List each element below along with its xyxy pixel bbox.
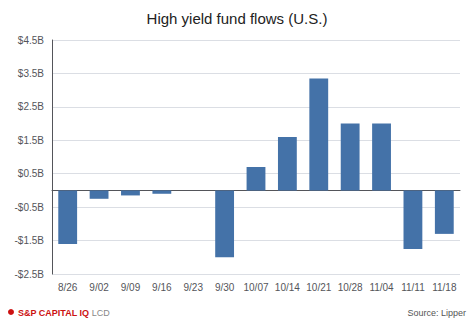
svg-text:9/16: 9/16 — [152, 282, 172, 293]
svg-text:$3.5B: $3.5B — [18, 68, 44, 79]
svg-text:S&P CAPITAL IQ: S&P CAPITAL IQ — [18, 308, 89, 318]
svg-text:11/18: 11/18 — [432, 282, 457, 293]
svg-text:9/09: 9/09 — [121, 282, 141, 293]
svg-text:9/30: 9/30 — [215, 282, 235, 293]
svg-text:-$0.5B: -$0.5B — [15, 202, 45, 213]
svg-text:$2.5B: $2.5B — [18, 101, 44, 112]
svg-text:10/07: 10/07 — [243, 282, 268, 293]
svg-text:9/02: 9/02 — [89, 282, 109, 293]
svg-text:9/23: 9/23 — [183, 282, 203, 293]
svg-text:-$1.5B: -$1.5B — [15, 235, 45, 246]
svg-text:$4.5B: $4.5B — [18, 35, 44, 46]
svg-text:LCD: LCD — [92, 308, 111, 318]
svg-text:$1.5B: $1.5B — [18, 135, 44, 146]
svg-text:11/04: 11/04 — [369, 282, 394, 293]
svg-text:8/26: 8/26 — [58, 282, 78, 293]
svg-text:10/14: 10/14 — [275, 282, 300, 293]
svg-text:$0.5B: $0.5B — [18, 168, 44, 179]
svg-text:11/11: 11/11 — [401, 282, 425, 293]
svg-text:Source: Lipper: Source: Lipper — [407, 308, 466, 318]
svg-text:10/28: 10/28 — [338, 282, 363, 293]
svg-text:10/21: 10/21 — [306, 282, 331, 293]
svg-text:-$2.5B: -$2.5B — [15, 269, 45, 280]
svg-text:High yield fund flows (U.S.): High yield fund flows (U.S.) — [147, 10, 328, 27]
